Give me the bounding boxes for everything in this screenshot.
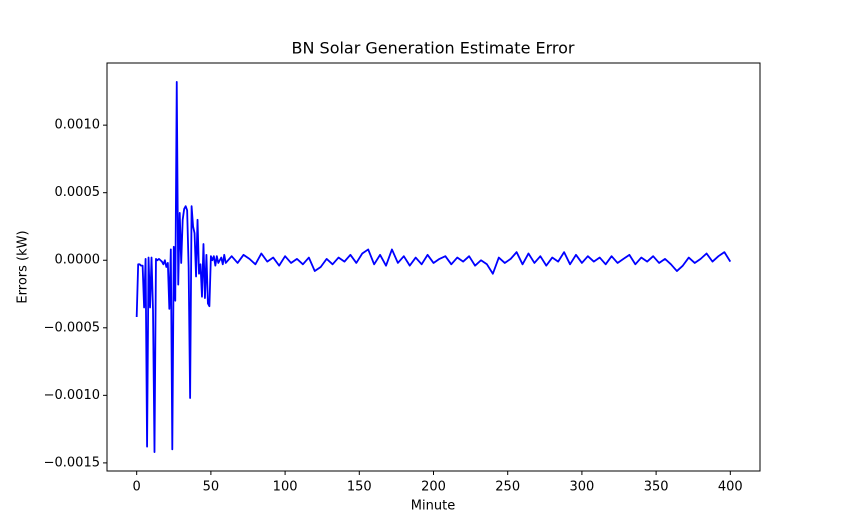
x-axis-label: Minute bbox=[411, 499, 455, 514]
y-tick-label: −0.0010 bbox=[44, 388, 100, 403]
chart-title: BN Solar Generation Estimate Error bbox=[292, 39, 575, 58]
y-tick-label: 0.0005 bbox=[55, 185, 101, 200]
y-tick-label: 0.0010 bbox=[55, 118, 101, 133]
x-tick-label: 300 bbox=[569, 480, 594, 495]
x-tick-label: 400 bbox=[718, 480, 743, 495]
y-tick-label: −0.0005 bbox=[44, 320, 100, 335]
y-tick-label: −0.0015 bbox=[44, 455, 100, 470]
x-tick-label: 50 bbox=[203, 480, 220, 495]
x-tick-label: 150 bbox=[347, 480, 372, 495]
y-tick-label: 0.0000 bbox=[55, 253, 101, 268]
x-tick-label: 250 bbox=[495, 480, 520, 495]
x-tick-label: 0 bbox=[133, 480, 141, 495]
plot-frame bbox=[106, 62, 761, 472]
y-axis-label: Errors (kW) bbox=[16, 230, 31, 303]
x-tick-label: 100 bbox=[273, 480, 298, 495]
x-tick-label: 350 bbox=[644, 480, 669, 495]
x-tick-label: 200 bbox=[421, 480, 446, 495]
data-line bbox=[135, 81, 732, 453]
